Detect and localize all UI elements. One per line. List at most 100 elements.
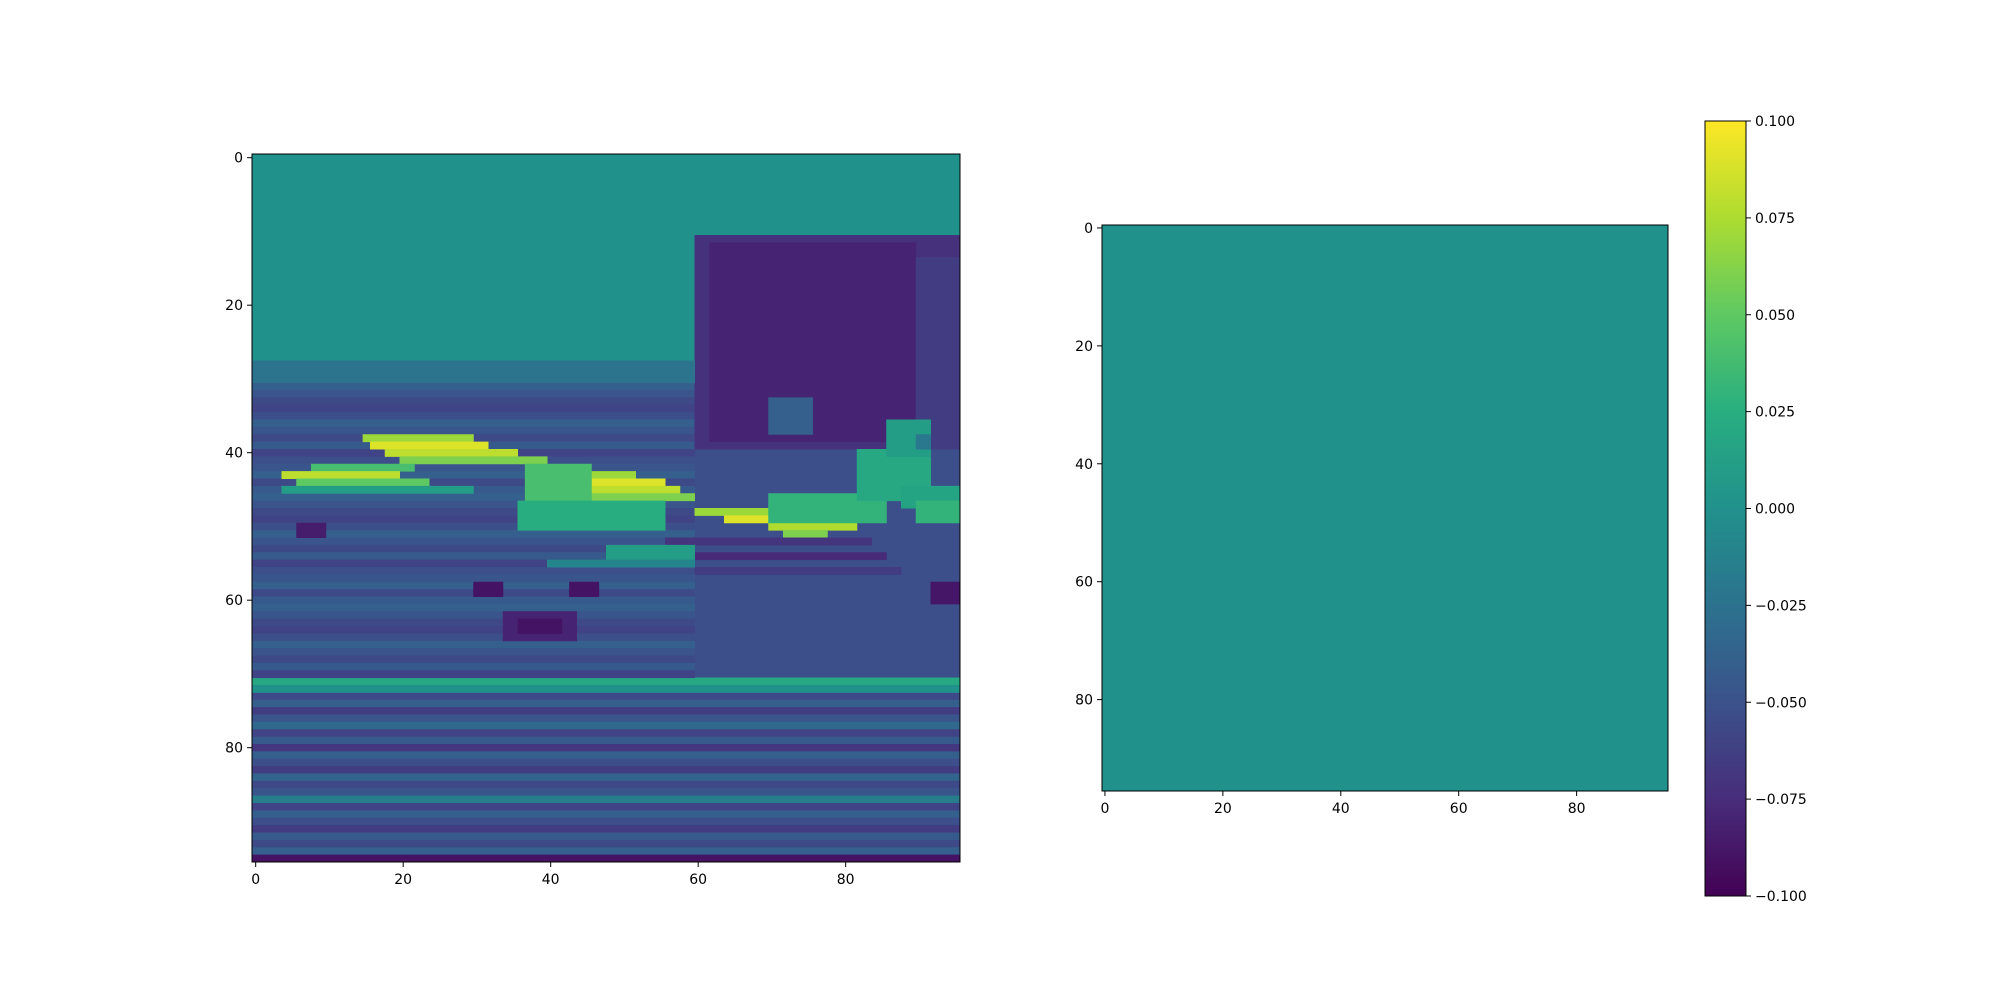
image-region <box>252 412 695 420</box>
right-x-tick-label: 80 <box>1568 801 1586 817</box>
image-region <box>252 825 960 833</box>
right-x-tick-label: 60 <box>1450 801 1468 817</box>
image-region <box>252 397 695 406</box>
image-region <box>252 382 695 391</box>
image-region <box>252 721 960 730</box>
image-region <box>252 633 695 642</box>
image-region <box>252 847 960 856</box>
left-x-tick-label: 40 <box>542 872 560 888</box>
right-x-tick-label: 0 <box>1100 801 1109 817</box>
image-region <box>252 707 960 715</box>
image-region <box>561 485 681 494</box>
left-axes-frame <box>251 153 961 863</box>
colorbar: 0.100 0.075 0.050 0.025 0.000 −0.025 −0.050 −0.… <box>1704 114 1807 905</box>
image-region <box>252 537 695 546</box>
image-region <box>311 463 415 472</box>
image-region <box>252 662 695 671</box>
image-region <box>252 404 695 413</box>
left-x-axis: 0 20 40 60 80 <box>251 862 855 888</box>
image-region <box>252 515 695 524</box>
image-region <box>569 581 600 597</box>
right-y-axis: 0 20 40 60 80 <box>1075 221 1102 709</box>
image-region <box>362 434 474 443</box>
colorbar-gradient <box>1704 120 1747 897</box>
image-region <box>665 537 872 546</box>
right-y-tick-label: 80 <box>1075 693 1093 709</box>
image-region <box>547 478 666 487</box>
image-region <box>252 390 695 398</box>
image-region <box>252 839 960 848</box>
image-region <box>252 751 960 760</box>
image-region <box>252 552 695 561</box>
left-x-tick-label: 60 <box>689 872 707 888</box>
left-y-tick-label: 60 <box>225 593 243 609</box>
right-y-tick-label: 60 <box>1075 575 1093 591</box>
image-region <box>915 434 931 450</box>
image-region <box>252 626 695 634</box>
image-region <box>281 485 474 494</box>
image-region <box>252 596 695 605</box>
image-region <box>252 648 695 656</box>
colorbar-tick-label: 0.000 <box>1755 502 1795 518</box>
right-x-tick-label: 40 <box>1332 801 1350 817</box>
image-region <box>252 692 960 701</box>
image-region <box>252 493 695 502</box>
right-axes-frame <box>1101 224 1669 792</box>
right-y-tick-label: 20 <box>1075 339 1093 355</box>
image-region <box>783 530 828 538</box>
image-region <box>252 766 960 774</box>
image-region <box>252 426 695 435</box>
left-image-panel: 0 20 40 60 80 0 20 40 60 80 <box>225 151 961 888</box>
image-region <box>252 744 960 752</box>
image-region <box>679 552 887 561</box>
image-region <box>252 530 695 538</box>
image-region <box>547 559 695 568</box>
image-region <box>252 544 695 553</box>
right-x-axis: 0 20 40 60 80 <box>1100 791 1586 817</box>
image-region <box>517 500 666 531</box>
image-region <box>252 810 960 819</box>
image-region <box>252 478 695 487</box>
image-region <box>252 360 695 384</box>
image-region <box>370 441 489 450</box>
image-region <box>252 463 695 472</box>
right-x-tick-label: 20 <box>1214 801 1232 817</box>
image-region <box>252 788 960 797</box>
image-region <box>524 463 592 502</box>
right-image-heatmap <box>1102 225 1668 791</box>
colorbar-tick-label: 0.100 <box>1755 114 1795 130</box>
image-region <box>252 758 960 767</box>
left-y-tick-label: 20 <box>225 298 243 314</box>
left-x-tick-label: 20 <box>394 872 412 888</box>
image-region <box>252 567 695 575</box>
image-region <box>252 773 960 782</box>
image-region <box>915 257 960 450</box>
image-region <box>384 449 518 457</box>
image-region <box>252 670 695 679</box>
image-region <box>252 685 960 693</box>
colorbar-tick-label: −0.075 <box>1755 792 1807 808</box>
image-region <box>252 677 960 686</box>
colorbar-tick-label: −0.050 <box>1755 695 1807 711</box>
image-region <box>252 832 960 841</box>
right-y-tick-label: 0 <box>1084 221 1093 237</box>
image-region <box>252 611 695 620</box>
image-region <box>296 478 430 487</box>
image-region <box>252 729 960 738</box>
image-region <box>252 736 960 745</box>
image-region <box>252 559 695 568</box>
left-y-tick-label: 40 <box>225 446 243 462</box>
right-image-panel: 0 20 40 60 80 0 20 40 60 80 <box>1075 221 1669 817</box>
image-region <box>252 603 695 612</box>
image-region <box>252 854 960 862</box>
left-y-tick-label: 0 <box>234 151 243 167</box>
image-region <box>252 522 695 531</box>
image-region <box>517 618 563 634</box>
image-region <box>930 581 960 605</box>
colorbar-tick-label: 0.050 <box>1755 308 1795 324</box>
image-region <box>606 544 695 561</box>
left-image-heatmap <box>252 154 960 862</box>
left-x-tick-label: 80 <box>837 872 855 888</box>
image-region <box>252 508 695 516</box>
